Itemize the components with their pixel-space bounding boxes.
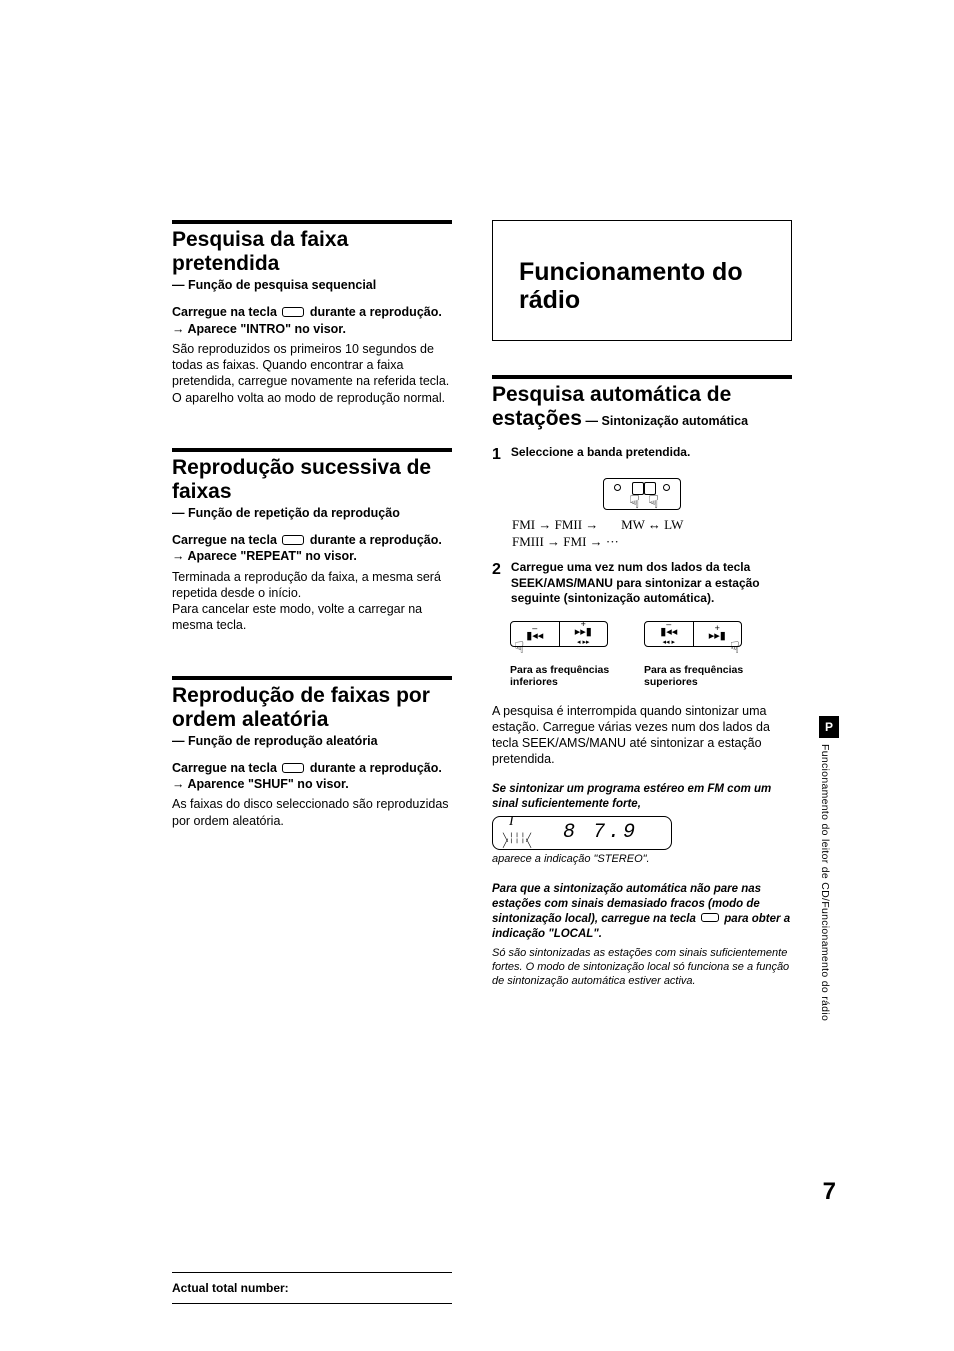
instruction: Carregue na tecla durante a reprodução. … [172, 760, 452, 793]
body-text: São reproduzidos os primeiros 10 segundo… [172, 341, 452, 406]
section-rule [172, 220, 452, 224]
seek-high: –▮◂◂◂◂ ▸ +▸▸▮ ☟ Para as frequências supe… [644, 621, 744, 689]
lcd-caption: aparece a indicação "STEREO". [492, 852, 792, 866]
note-local: Para que a sintonização automática não p… [492, 882, 792, 942]
section-title: Reprodução de faixas por ordem aleatória [172, 684, 452, 732]
band-seq-line2: FMIII → FMI → ··· [512, 534, 619, 549]
lcd-display: I ╲╵╵╵╱╱╵╵╵╲ 8 7.9 [492, 816, 672, 850]
body-text: A pesquisa é interrompida quando sintoni… [492, 703, 792, 768]
title-box: Funcionamento do rádio [492, 220, 792, 341]
button-icon [282, 307, 304, 317]
side-tab-label: Funcionamento do leitor de CD/Funcioname… [819, 744, 831, 1021]
step-text: Carregue uma vez num dos lados da tecla … [511, 560, 792, 607]
instr-text-before: Carregue na tecla [172, 305, 280, 319]
note-local-detail: Só são sintonizadas as estações com sina… [492, 946, 792, 989]
step-number: 2 [492, 560, 501, 607]
section-rule [172, 448, 452, 452]
instruction: Carregue na tecla durante a reprodução. … [172, 532, 452, 565]
section-repeat: Reprodução sucessiva de faixas — Função … [172, 448, 452, 634]
right-column: Funcionamento do rádio Pesquisa automáti… [492, 220, 792, 993]
section-intro: Pesquisa da faixa pretendida — Função de… [172, 220, 452, 406]
hand-icon: ☟ [629, 493, 640, 511]
section-title: Reprodução sucessiva de faixas [172, 456, 452, 504]
section-rule [172, 676, 452, 680]
section-subtitle: — Função de reprodução aleatória [172, 734, 452, 748]
band-sequence: FMI → FMII → MW ↔ LW FMIII → FMI → ··· [492, 517, 792, 550]
band-button-icon: ☟ ☟ [603, 478, 681, 510]
main-title: Funcionamento do rádio [519, 259, 765, 314]
language-badge: P [819, 716, 839, 738]
step-1: 1 Seleccione a banda pretendida. [492, 445, 792, 464]
button-icon [701, 913, 719, 922]
instr-text-before: Carregue na tecla [172, 761, 280, 775]
left-column: Pesquisa da faixa pretendida — Função de… [172, 220, 452, 993]
section-title: Pesquisa da faixa pretendida [172, 228, 452, 276]
hand-icon: ☟ [644, 643, 744, 656]
step-number: 1 [492, 445, 501, 464]
note-stereo: Se sintonizar um programa estéreo em FM … [492, 782, 792, 812]
body-text: Terminada a reprodução da faixa, a mesma… [172, 569, 452, 634]
section-subtitle: — Função de pesquisa sequencial [172, 278, 452, 292]
button-icon [282, 535, 304, 545]
footer-label: Actual total number: [172, 1273, 452, 1303]
section-shuffle: Reprodução de faixas por ordem aleatória… [172, 676, 452, 829]
hand-icon: ☟ [648, 493, 659, 511]
footer-rule [172, 1303, 452, 1304]
band-seq-line1: FMI → FMII → [512, 517, 598, 532]
body-text: As faixas do disco seleccionado são repr… [172, 796, 452, 829]
seek-label-low: Para as frequências inferiores [510, 664, 610, 689]
lcd-band-indicator: I [509, 814, 538, 830]
seek-low: –▮◂◂ +▸▸▮◂ ▸▸ ☟ Para as frequências infe… [510, 621, 610, 689]
seek-diagram: –▮◂◂ +▸▸▮◂ ▸▸ ☟ Para as frequências infe… [492, 621, 792, 689]
page-number: 7 [823, 1178, 836, 1206]
page-content: Pesquisa da faixa pretendida — Função de… [0, 0, 954, 993]
signal-bars-icon: ╲╵╵╵╱╱╵╵╵╲ [503, 835, 532, 846]
seek-label-high: Para as frequências superiores [644, 664, 744, 689]
section-rule [492, 375, 792, 379]
band-diagram: ☟ ☟ FMI → FMII → MW ↔ LW FMIII → FMI → ·… [492, 478, 792, 550]
section-subtitle: — Função de repetição da reprodução [172, 506, 452, 520]
footer: Actual total number: [172, 1272, 452, 1304]
lcd-frequency: 8 7.9 [540, 821, 661, 844]
band-seq-right: MW ↔ LW [621, 517, 683, 532]
instruction: Carregue na tecla durante a reprodução. … [172, 304, 452, 337]
side-tab: P Funcionamento do leitor de CD/Funciona… [819, 716, 839, 1021]
step-2: 2 Carregue uma vez num dos lados da tecl… [492, 560, 792, 607]
section-subtitle-inline: — Sintonização automática [586, 414, 749, 428]
step-text: Seleccione a banda pretendida. [511, 445, 792, 464]
hand-icon: ☟ [510, 643, 610, 656]
instr-text-before: Carregue na tecla [172, 533, 280, 547]
button-icon [282, 763, 304, 773]
